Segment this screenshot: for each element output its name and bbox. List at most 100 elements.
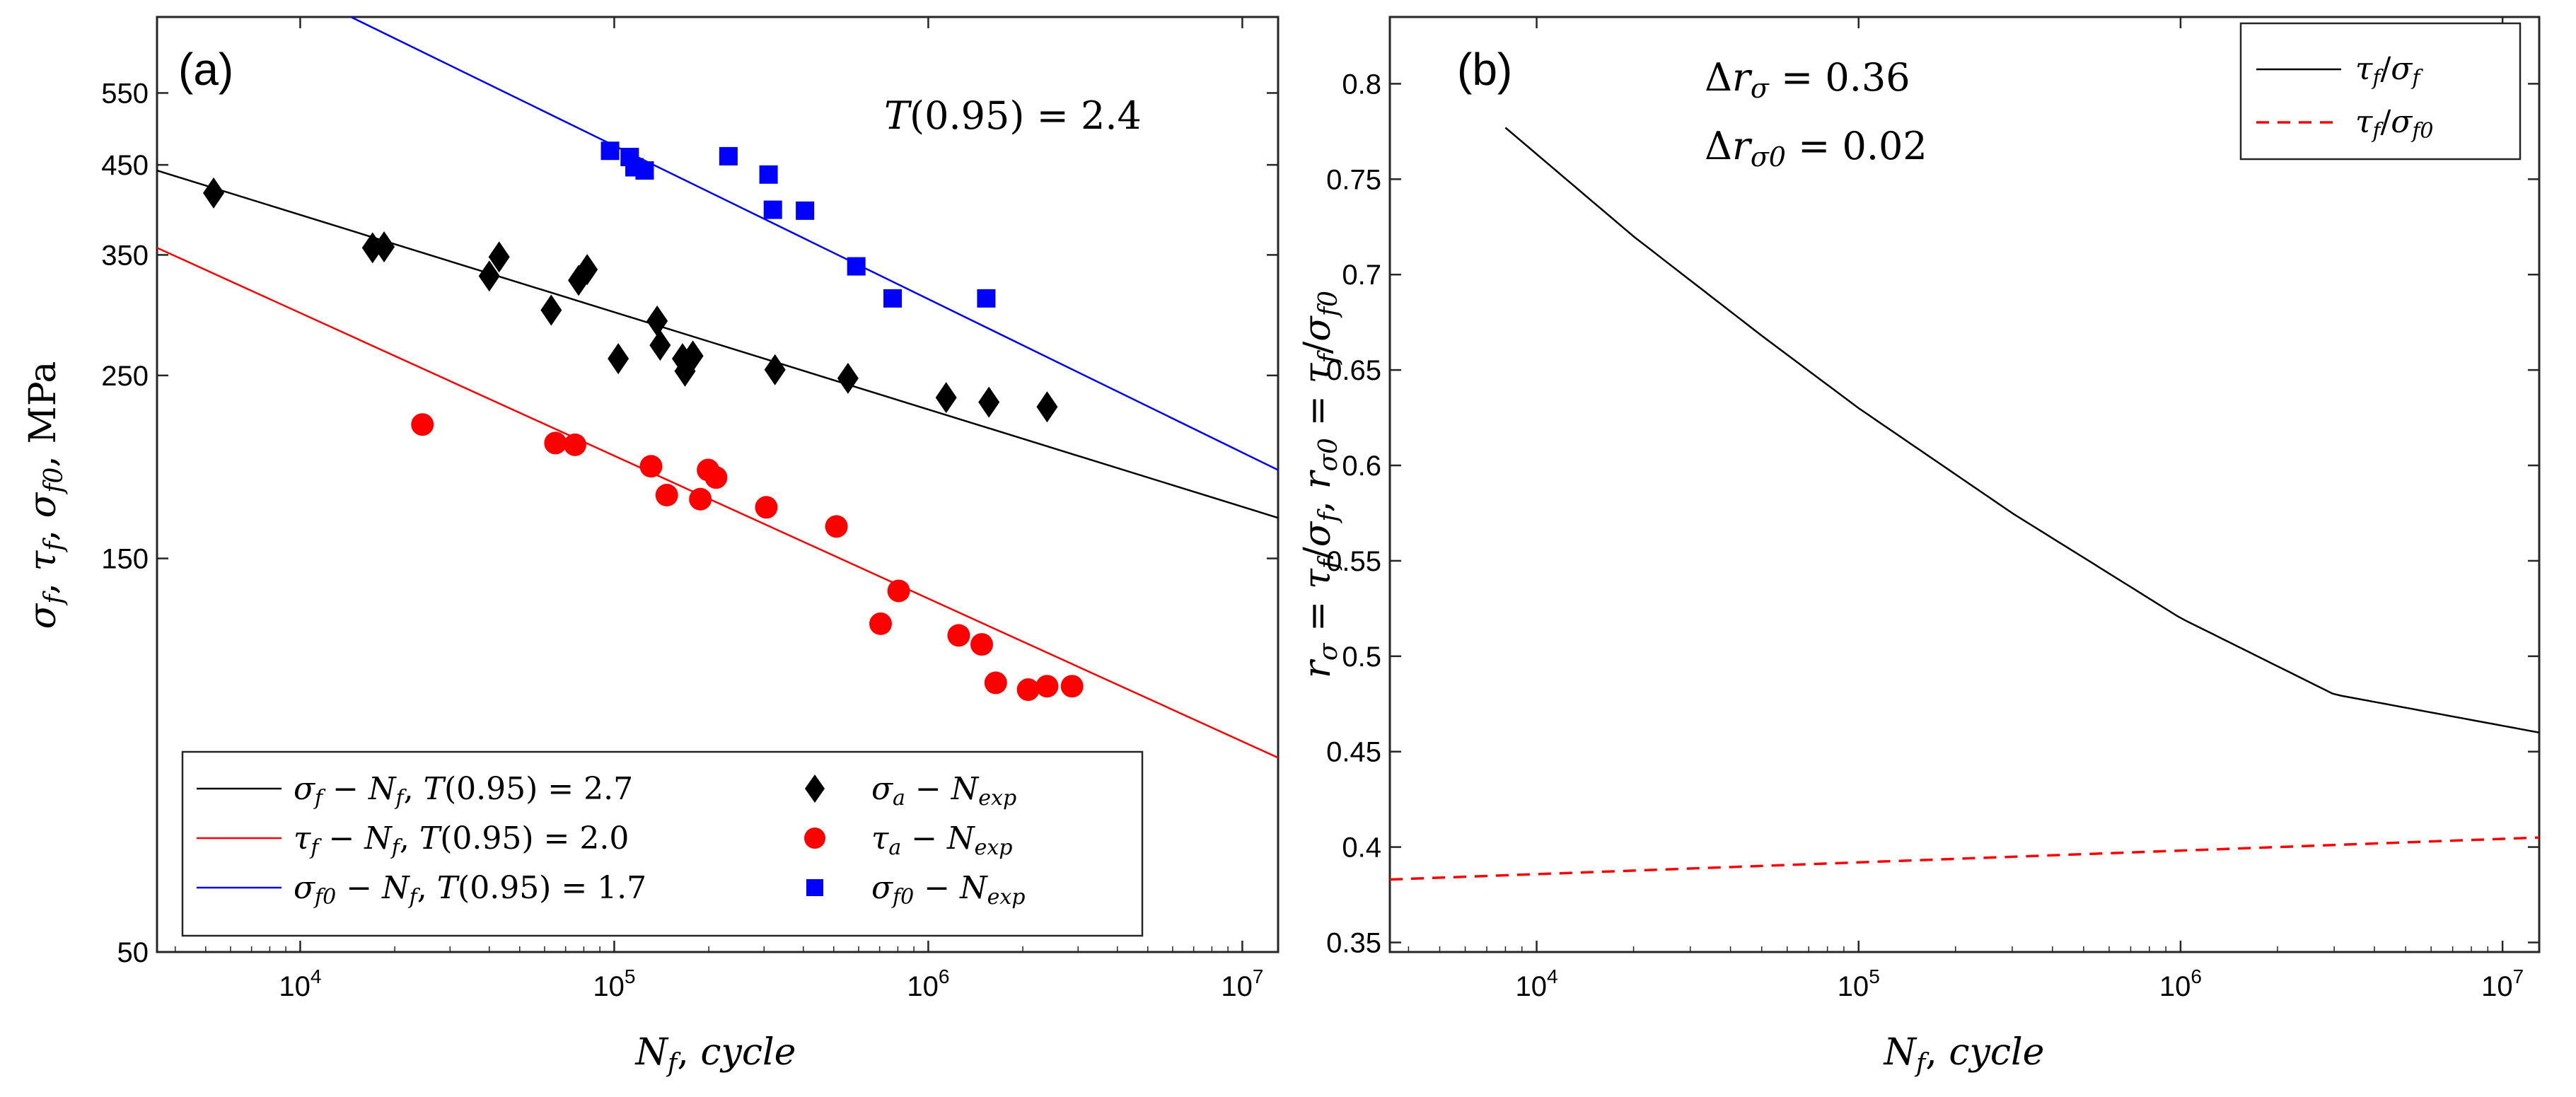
panel-b-y-tick-label: 0.45 — [1326, 737, 1381, 768]
panel-b-axes-box — [1388, 16, 2541, 953]
series-line-tau-sigma — [1504, 127, 2540, 733]
panel-b-y-axis-label: rσ = τf/σf, rσ0 = τf/σf0 — [1296, 291, 1343, 678]
data-point-square — [883, 289, 903, 308]
data-point-square — [635, 161, 654, 180]
data-point-circle — [544, 431, 567, 455]
panel-a-y-tick-label: 350 — [101, 240, 149, 271]
data-point-circle — [1060, 675, 1084, 698]
panel-a-x-tick-label: 104 — [279, 965, 321, 1002]
panel-b-x-axis-label: Nf, cycle — [1883, 1031, 2045, 1078]
data-point-diamond — [837, 362, 859, 394]
data-point-circle — [825, 515, 848, 538]
panel-b-annotation-r-sigma: Δrσ = 0.36 — [1705, 55, 1910, 104]
panel-a-data-points — [203, 141, 1084, 702]
data-point-circle — [689, 487, 712, 511]
data-point-diamond — [478, 260, 500, 292]
series-line-tau-sigma0 — [1389, 836, 2540, 881]
data-point-diamond — [488, 241, 510, 273]
data-point-circle — [1035, 675, 1059, 698]
data-point-diamond — [978, 386, 1000, 418]
fit-line-ff0000 — [156, 247, 1279, 759]
panel-b-y-tick-label: 0.4 — [1342, 832, 1381, 864]
panel-b-chart: 104 105 106 107 0.35 0.4 0.45 0.5 0.55 0.6 0.65 0.7… — [1296, 16, 2541, 1078]
data-point-diamond — [540, 294, 562, 326]
data-point-circle — [984, 671, 1007, 695]
legend-tau-f-line-label: τf − Nf, T(0.95) = 2.0 — [294, 820, 629, 860]
panel-a-legend: σf − Nf, T(0.95) = 2.7 τf − Nf, T(0.95) … — [181, 750, 1144, 937]
legend-tau-a-points-label: τa − Nexp — [871, 820, 1012, 860]
data-point-diamond — [373, 231, 395, 262]
panel-a-y-axis-label: σf, τf, σf0, MPa — [22, 361, 69, 629]
panel-a-legend-box — [181, 750, 1144, 937]
panel-b-series-lines — [1389, 127, 2540, 881]
data-point-square — [796, 201, 815, 220]
data-point-circle — [563, 433, 586, 456]
panel-a-label: (a) — [178, 44, 233, 95]
fit-line-000000 — [156, 169, 1279, 519]
data-point-square — [847, 257, 866, 276]
panel-b-x-tick-label: 107 — [2481, 965, 2524, 1002]
panel-b-y-tick-label: 0.5 — [1342, 642, 1381, 673]
data-point-circle — [970, 633, 994, 656]
panel-b-ticks: 104 105 106 107 0.35 0.4 0.45 0.5 0.55 0.6 0.65 0.7… — [1326, 17, 2539, 1002]
data-point-square — [719, 146, 738, 166]
legend-tau-sigma0-label: τf/σf0 — [2355, 104, 2434, 144]
data-point-diamond — [935, 382, 957, 414]
panel-b-annotation-r-sigma0: Δrσ0 = 0.02 — [1705, 124, 1927, 173]
data-point-square — [977, 289, 996, 308]
fit-line-0000ff — [350, 16, 1279, 471]
data-point-circle — [639, 455, 663, 478]
data-point-diamond — [646, 305, 668, 337]
data-point-circle — [1016, 678, 1040, 702]
panel-a-y-tick-label: 50 — [117, 937, 149, 968]
panel-a-chart: 104 105 106 107 50 150 250 350 450 550 (a) T(0.95… — [22, 16, 1280, 1078]
panel-a-annotation: T(0.95) = 2.4 — [884, 93, 1142, 138]
data-point-diamond — [361, 232, 383, 264]
legend-sigma-f0-line-label: σf0 − Nf, T(0.95) = 1.7 — [294, 870, 646, 910]
data-point-diamond — [1036, 391, 1058, 423]
panel-b-legend: τf/σf τf/σf0 — [2239, 22, 2522, 161]
legend-sigma-a-points-label: σa − Nexp — [871, 771, 1016, 811]
data-point-circle — [655, 484, 678, 507]
legend-sigma-f-line-label: σf − Nf, T(0.95) = 2.7 — [294, 771, 633, 811]
data-point-square — [763, 200, 782, 219]
data-point-circle — [704, 466, 728, 489]
panel-a-y-tick-label: 550 — [101, 78, 149, 109]
data-point-circle — [755, 496, 778, 519]
panel-a-ticks: 104 105 106 107 50 150 250 350 450 550 — [101, 17, 1278, 1002]
panel-b-x-tick-label: 104 — [1516, 965, 1558, 1002]
data-point-circle — [887, 579, 910, 603]
panel-b-y-tick-label: 0.6 — [1342, 451, 1381, 482]
data-point-diamond — [608, 343, 630, 375]
panel-b-y-tick-label: 0.7 — [1342, 260, 1381, 291]
data-point-circle — [869, 612, 893, 635]
panel-a-y-tick-label: 150 — [101, 544, 149, 575]
panel-a-x-tick-label: 106 — [907, 965, 949, 1002]
panel-b-y-tick-label: 0.65 — [1326, 355, 1381, 386]
data-point-diamond — [203, 177, 225, 209]
panel-b-y-tick-label: 0.35 — [1326, 928, 1381, 959]
data-point-diamond — [764, 354, 786, 385]
panel-a-fit-lines — [156, 16, 1279, 759]
data-point-square — [759, 165, 778, 184]
data-point-square — [601, 141, 620, 161]
panel-b-x-tick-label: 106 — [2159, 965, 2202, 1002]
panel-a-x-tick-label: 105 — [593, 965, 635, 1002]
legend-sigma-a-diamond-icon — [805, 774, 825, 803]
data-point-diamond — [674, 355, 696, 387]
panel-a-x-axis-label: Nf, cycle — [634, 1031, 796, 1078]
legend-sigma-f0-square-icon — [806, 879, 823, 896]
panel-b-y-tick-label: 0.75 — [1326, 164, 1381, 195]
legend-sigma-f0-points-label: σf0 − Nexp — [871, 870, 1025, 910]
data-point-diamond — [682, 340, 704, 372]
panel-b-x-tick-label: 105 — [1838, 965, 1880, 1002]
data-point-diamond — [649, 330, 671, 361]
panel-b-y-tick-label: 0.8 — [1342, 69, 1381, 100]
data-point-circle — [411, 413, 434, 436]
panel-b-label: (b) — [1457, 44, 1512, 95]
panel-b-legend-box — [2239, 22, 2522, 161]
panel-a-y-tick-label: 450 — [101, 150, 149, 181]
panel-a-y-tick-label: 250 — [101, 361, 149, 392]
legend-tau-a-circle-icon — [804, 828, 825, 849]
panel-a-x-tick-label: 107 — [1221, 965, 1263, 1002]
